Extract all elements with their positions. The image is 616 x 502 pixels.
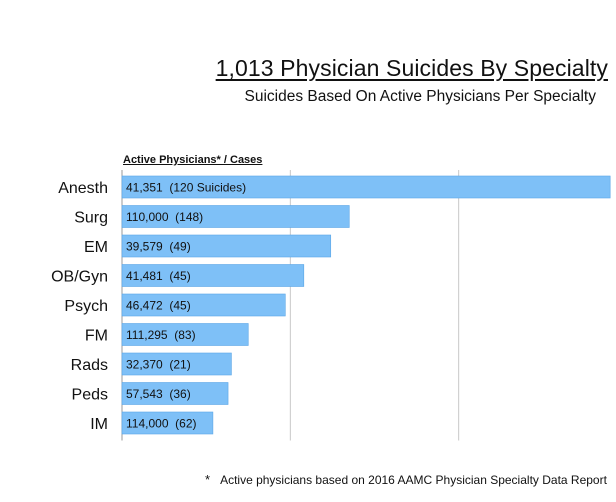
bar bbox=[121, 234, 332, 258]
bar-label: 46,472 (45) bbox=[126, 299, 191, 313]
category-label: OB/Gyn bbox=[51, 269, 108, 286]
category-label: Anesth bbox=[58, 180, 108, 197]
bar-label: 57,543 (36) bbox=[126, 387, 191, 401]
bars bbox=[121, 175, 611, 435]
category-label: Psych bbox=[64, 298, 108, 315]
bar bbox=[121, 323, 249, 346]
bar bbox=[121, 205, 350, 228]
footnote: * Active physicians based on 2016 AAMC Ph… bbox=[205, 472, 607, 487]
category-label: Surg bbox=[74, 210, 108, 227]
category-label: FM bbox=[85, 328, 108, 345]
bar bbox=[121, 293, 286, 317]
bar-label: 41,481 (45) bbox=[126, 269, 191, 283]
bar-label: 111,295 (83) bbox=[126, 328, 196, 342]
category-label: EM bbox=[84, 239, 108, 256]
footnote-marker: * bbox=[205, 472, 211, 487]
footnote-text: Active physicians based on 2016 AAMC Phy… bbox=[220, 473, 607, 487]
bar-labels: 41,351 (120 Suicides) 110,000 (148) 39,579… bbox=[126, 181, 246, 431]
bar-label: 32,370 (21) bbox=[126, 358, 191, 372]
bar bbox=[121, 264, 305, 287]
bar bbox=[121, 175, 611, 199]
category-label: Rads bbox=[71, 357, 108, 374]
category-labels: Anesth Surg EM OB/Gyn Psych FM Rads Peds IM bbox=[51, 180, 108, 433]
bar-label: 41,351 (120 Suicides) bbox=[126, 181, 246, 195]
bar bbox=[121, 382, 229, 405]
column-header: Active Physicians* / Cases bbox=[123, 154, 263, 166]
bar-label: 39,579 (49) bbox=[126, 240, 191, 254]
category-label: IM bbox=[90, 416, 108, 433]
bar-label: 110,000 (148) bbox=[126, 210, 203, 224]
chart-title: 1,013 Physician Suicides By Specialty bbox=[215, 55, 608, 81]
category-label: Peds bbox=[72, 387, 108, 404]
bar bbox=[121, 352, 232, 376]
bar bbox=[121, 411, 214, 435]
chart-subtitle: Suicides Based On Active Physicians Per … bbox=[244, 88, 596, 105]
bar-label: 114,000 (62) bbox=[126, 417, 197, 431]
